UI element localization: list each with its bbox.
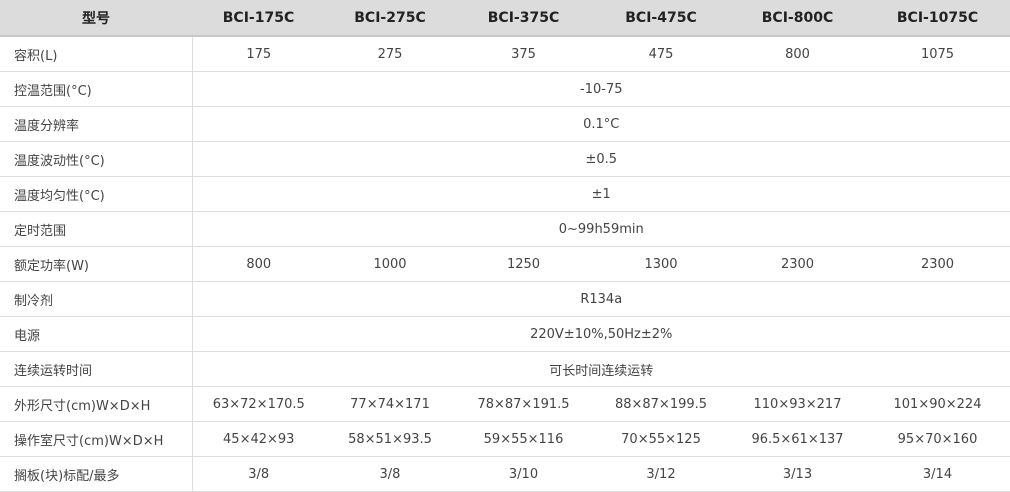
cell-value: 220V±10%,50Hz±2%	[192, 316, 1010, 352]
table-row: 制冷剂 R134a	[0, 281, 1010, 317]
cell-value: 101×90×224	[865, 386, 1010, 422]
cell-value: 3/12	[592, 456, 730, 492]
cell-value: 59×55×116	[455, 421, 592, 457]
cell-value: 800	[730, 36, 865, 72]
cell-value: 96.5×61×137	[730, 421, 865, 457]
table-row: 温度分辨率 0.1°C	[0, 106, 1010, 142]
table-row: 控温范围(°C) -10-75	[0, 71, 1010, 107]
header-model: BCI-800C	[730, 0, 865, 37]
row-label: 容积(L)	[0, 36, 193, 72]
table-row: 容积(L) 175 275 375 475 800 1075	[0, 36, 1010, 72]
cell-value: 3/10	[455, 456, 592, 492]
cell-value: 175	[192, 36, 325, 72]
cell-value: 2300	[865, 246, 1010, 282]
header-model: BCI-275C	[325, 0, 455, 37]
table-row: 额定功率(W) 800 1000 1250 1300 2300 2300	[0, 246, 1010, 282]
cell-value: 95×70×160	[865, 421, 1010, 457]
cell-value: 3/14	[865, 456, 1010, 492]
cell-value: 1300	[592, 246, 730, 282]
cell-value: 110×93×217	[730, 386, 865, 422]
cell-value: 1250	[455, 246, 592, 282]
cell-value: -10-75	[192, 71, 1010, 107]
cell-value: 可长时间连续运转	[192, 351, 1010, 387]
cell-value: 2300	[730, 246, 865, 282]
cell-value: 58×51×93.5	[325, 421, 455, 457]
cell-value: 63×72×170.5	[192, 386, 325, 422]
cell-value: 1075	[865, 36, 1010, 72]
cell-value: 0~99h59min	[192, 211, 1010, 247]
cell-value: 70×55×125	[592, 421, 730, 457]
header-row: 型号 BCI-175C BCI-275C BCI-375C BCI-475C BCI-8…	[0, 0, 1010, 37]
table-row: 定时范围 0~99h59min	[0, 211, 1010, 247]
table-row: 温度均匀性(°C) ±1	[0, 176, 1010, 212]
table-row: 电源 220V±10%,50Hz±2%	[0, 316, 1010, 352]
row-label: 制冷剂	[0, 281, 193, 317]
row-label: 温度波动性(°C)	[0, 141, 193, 177]
row-label: 操作室尺寸(cm)W×D×H	[0, 421, 193, 457]
cell-value: 88×87×199.5	[592, 386, 730, 422]
row-label: 温度分辨率	[0, 106, 193, 142]
cell-value: 1000	[325, 246, 455, 282]
header-model: BCI-1075C	[865, 0, 1010, 37]
cell-value: ±0.5	[192, 141, 1010, 177]
cell-value: 375	[455, 36, 592, 72]
row-label: 搁板(块)标配/最多	[0, 456, 193, 492]
cell-value: 3/8	[192, 456, 325, 492]
header-label: 型号	[0, 0, 192, 37]
cell-value: 475	[592, 36, 730, 72]
cell-value: 800	[192, 246, 325, 282]
header-model: BCI-375C	[455, 0, 592, 37]
row-label: 外形尺寸(cm)W×D×H	[0, 386, 193, 422]
cell-value: 45×42×93	[192, 421, 325, 457]
cell-value: 78×87×191.5	[455, 386, 592, 422]
table-row: 温度波动性(°C) ±0.5	[0, 141, 1010, 177]
cell-value: 0.1°C	[192, 106, 1010, 142]
row-label: 温度均匀性(°C)	[0, 176, 193, 212]
row-label: 额定功率(W)	[0, 246, 193, 282]
cell-value: 3/13	[730, 456, 865, 492]
cell-value: R134a	[192, 281, 1010, 317]
table-row: 操作室尺寸(cm)W×D×H 45×42×93 58×51×93.5 59×55×11…	[0, 421, 1010, 457]
table-row: 外形尺寸(cm)W×D×H 63×72×170.5 77×74×171 78×87×1…	[0, 386, 1010, 422]
row-label: 定时范围	[0, 211, 193, 247]
cell-value: ±1	[192, 176, 1010, 212]
row-label: 控温范围(°C)	[0, 71, 193, 107]
row-label: 电源	[0, 316, 193, 352]
header-model: BCI-475C	[592, 0, 730, 37]
table-row: 搁板(块)标配/最多 3/8 3/8 3/10 3/12 3/13 3/14	[0, 456, 1010, 492]
cell-value: 275	[325, 36, 455, 72]
table-row: 连续运转时间 可长时间连续运转	[0, 351, 1010, 387]
cell-value: 77×74×171	[325, 386, 455, 422]
row-label: 连续运转时间	[0, 351, 193, 387]
cell-value: 3/8	[325, 456, 455, 492]
header-model: BCI-175C	[192, 0, 325, 37]
